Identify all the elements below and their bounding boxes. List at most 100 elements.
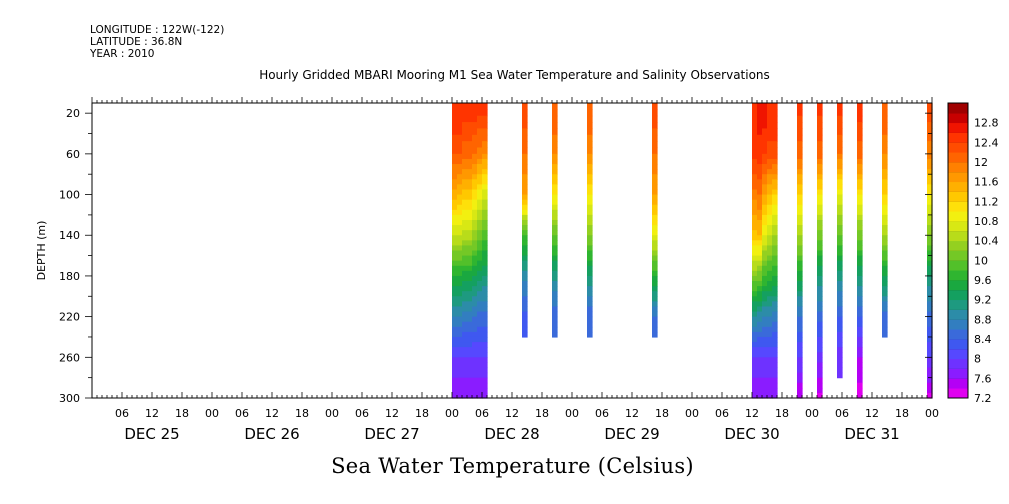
data-cell [482,331,488,338]
data-cell [452,316,458,323]
data-cell [767,194,773,201]
data-cell [837,164,843,170]
data-cell [452,387,458,394]
data-cell [762,250,768,257]
data-cell [522,199,528,206]
data-cell [767,122,773,130]
data-cell [457,306,463,313]
data-cell [837,214,843,221]
colorbar-label: 12.4 [974,136,999,149]
data-cell [457,225,463,231]
longitude-label: LONGITUDE : 122W(-122) [90,24,225,36]
data-cell [587,115,593,123]
data-cell [857,336,863,343]
data-cell [462,128,468,136]
data-cell [817,109,823,117]
y-tick-label: 180 [59,270,80,283]
data-cell [482,199,488,206]
data-cell [652,306,658,313]
variable-title: Sea Water Temperature (Celsius) [331,454,694,478]
data-cell [457,245,463,252]
data-cell [472,245,478,252]
data-cell [772,331,778,338]
x-tick-label: 06 [715,407,729,420]
data-cell [482,392,488,399]
x-tick-label: 18 [655,407,669,420]
data-cell [467,336,473,343]
data-cell [772,392,778,399]
data-cell [587,311,593,318]
data-column [772,103,778,399]
data-cell [817,321,823,328]
data-cell [457,240,463,247]
colorbar-swatch [948,132,968,143]
data-cell [882,158,888,165]
data-cell [767,169,773,175]
data-cell [772,311,778,318]
data-cell [762,153,768,160]
data-cell [587,291,593,297]
data-cell [472,209,478,216]
colorbar-swatch [948,162,968,173]
data-cell [477,336,483,343]
data-cell [797,204,803,211]
data-cell [927,296,933,302]
data-cell [477,281,483,287]
x-tick-label: 12 [145,407,159,420]
data-cell [652,147,658,155]
data-cell [522,214,528,221]
data-cell [482,281,488,287]
data-cell [752,265,758,272]
data-cell [452,306,458,313]
data-cell [757,255,763,262]
data-cell [837,134,843,142]
data-cell [757,281,763,287]
data-column [837,103,843,379]
data-cell [452,382,458,389]
data-cell [772,301,778,308]
data-cell [652,214,658,221]
data-cell [772,357,778,363]
data-cell [462,189,468,196]
x-day-label: DEC 28 [484,425,539,443]
data-cell [837,189,843,196]
data-cell [797,301,803,308]
data-cell [837,281,843,287]
data-cell [462,255,468,262]
data-cell [452,265,458,272]
data-cell [797,109,803,117]
data-column [482,103,488,399]
data-cell [457,291,463,297]
data-cell [482,321,488,328]
data-cell [522,204,528,211]
data-cell [457,331,463,338]
data-cell [837,199,843,206]
data-cell [837,286,843,292]
data-cell [752,209,758,216]
data-cell [587,199,593,206]
data-cell [762,115,768,123]
data-cell [652,174,658,180]
data-cell [482,128,488,136]
data-cell [452,225,458,231]
data-cell [757,153,763,160]
data-cell [587,245,593,252]
data-cell [452,153,458,160]
data-cell [762,214,768,221]
data-cell [767,199,773,206]
data-cell [552,225,558,231]
data-cell [522,158,528,165]
data-cell [772,209,778,216]
data-cell [817,311,823,318]
data-cell [482,153,488,160]
data-cell [817,270,823,277]
data-cell [857,209,863,216]
data-cell [467,122,473,130]
data-cell [452,141,458,149]
data-cell [752,281,758,287]
data-cell [757,214,763,221]
data-cell [552,245,558,252]
data-cell [797,336,803,343]
data-cell [522,141,528,149]
data-column [462,103,468,399]
